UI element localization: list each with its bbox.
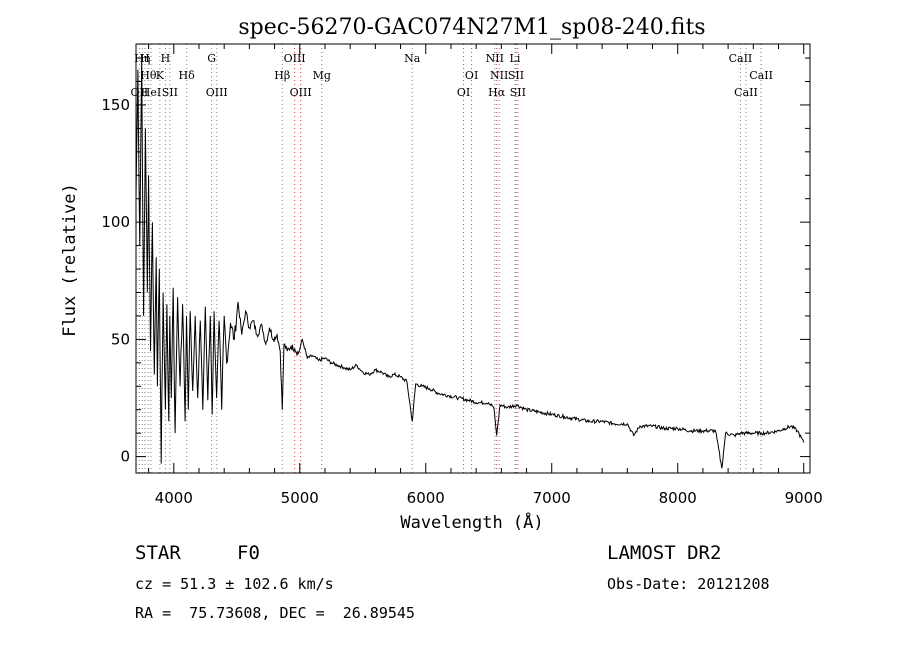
line-label: OI [465,69,478,82]
x-tick-label: 9000 [785,489,823,507]
y-tick-label: 150 [101,96,130,114]
line-label: Hθ [140,69,157,82]
line-label: CaII [749,69,773,82]
plot-frame [135,43,811,474]
x-tick-label: 6000 [407,489,445,507]
line-labels: OIIHηHHθHeIKHSIIHδGOIIIHβOIIIOIIIMgNaOIO… [131,52,773,99]
line-label: OIII [290,86,312,99]
line-label: CaII [729,52,753,65]
line-label: Hα [488,86,506,99]
line-label: G [207,52,216,65]
line-label: NII [490,69,508,82]
line-label: SII [510,86,526,99]
line-label: HeI [141,86,161,99]
x-tick-label: 8000 [659,489,697,507]
line-label: OIII [206,86,228,99]
redshift-velocity: cz = 51.3 ± 102.6 km/s [135,575,334,593]
line-label: K [156,69,165,82]
y-tick-label: 0 [120,448,130,466]
line-label: OII [131,86,149,99]
line-label: SII [508,69,524,82]
observation-date: Obs-Date: 20121208 [607,575,770,593]
object-class: STAR [135,542,181,564]
line-label: Li [510,52,521,65]
coordinates: RA = 75.73608, DEC = 26.89545 [135,604,415,622]
line-label: H [140,52,150,65]
line-label: Hβ [274,69,290,82]
y-tick-label: 50 [111,330,130,348]
y-axis-label: Flux (relative) [60,183,80,337]
y-tick-label: 100 [101,213,130,231]
line-label: OI [457,86,470,99]
y-axis: 0 50 100 150 [101,57,810,466]
line-label: NII [486,52,504,65]
line-label: OIII [284,52,306,65]
line-label: Hδ [179,69,196,82]
line-label: Mg [313,69,331,82]
x-axis: 4000 5000 6000 7000 8000 9000 [148,44,823,507]
x-tick-label: 4000 [155,489,193,507]
line-label: Na [404,52,421,65]
line-markers [138,44,762,473]
x-tick-label: 7000 [533,489,571,507]
x-tick-label: 5000 [281,489,319,507]
spectrum-series-line [135,58,805,469]
line-label: SII [162,86,178,99]
chart-title: spec-56270-GAC074N27M1_sp08-240.fits [238,15,705,40]
x-axis-label: Wavelength (Å) [400,511,543,533]
line-label: H [161,52,171,65]
object-subclass: F0 [237,542,260,564]
survey-name: LAMOST DR2 [607,542,722,564]
line-label: Hη [134,52,150,65]
line-label: CaII [734,86,758,99]
